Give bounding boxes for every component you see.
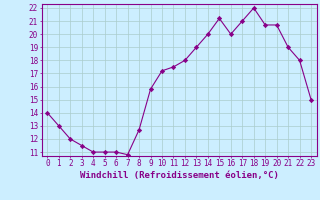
X-axis label: Windchill (Refroidissement éolien,°C): Windchill (Refroidissement éolien,°C) [80, 171, 279, 180]
